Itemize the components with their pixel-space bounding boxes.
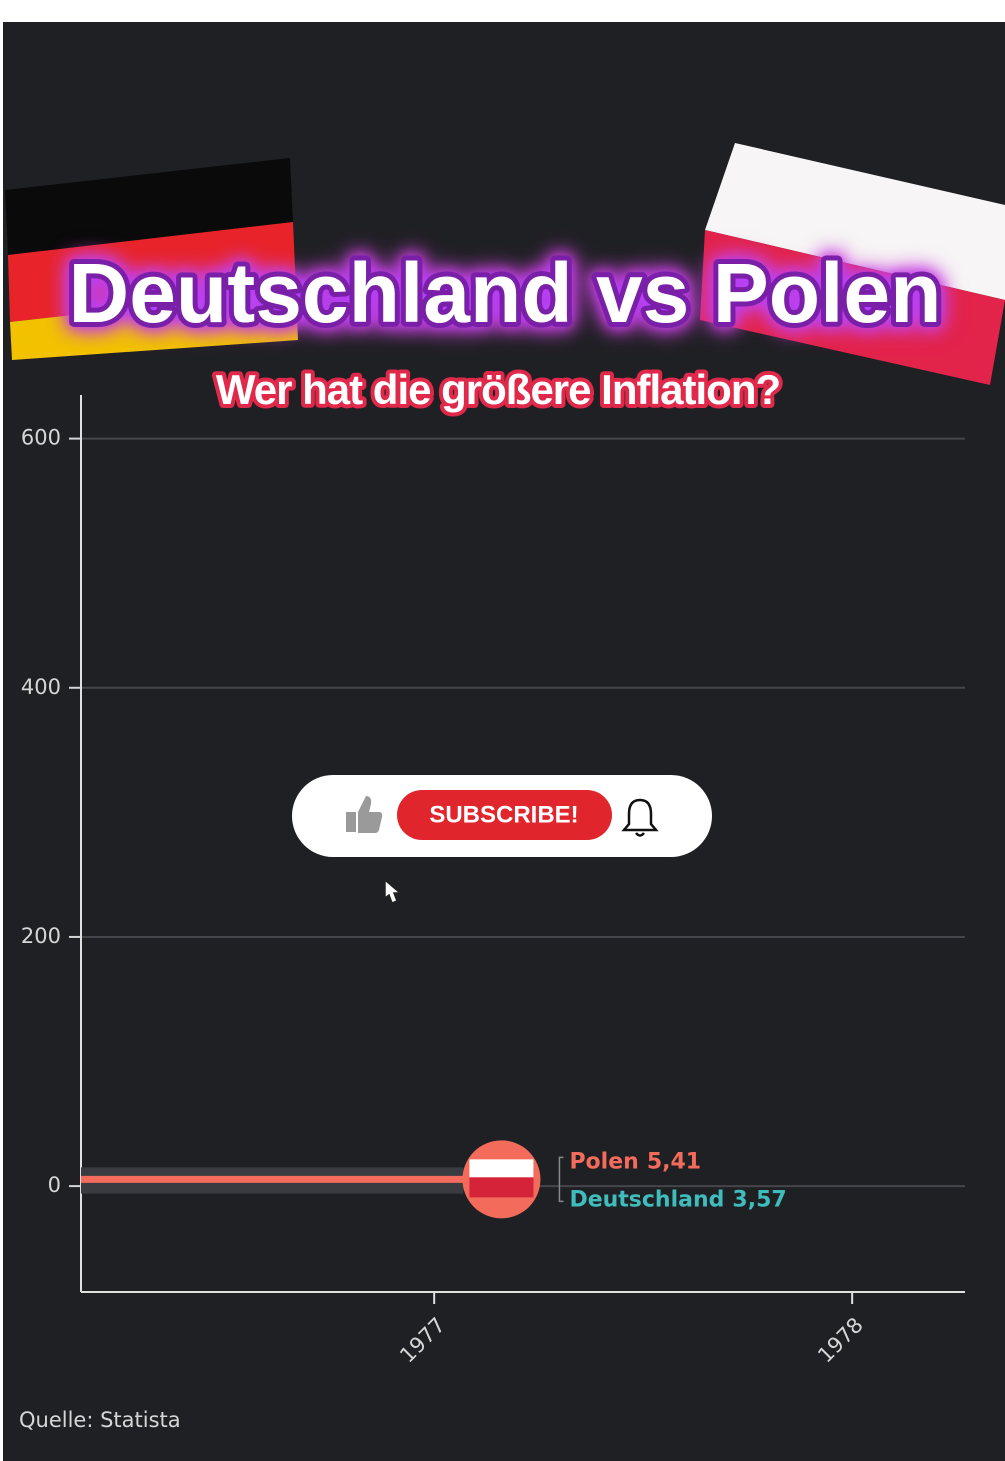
source-note: Quelle: Statista <box>19 1408 181 1432</box>
y-tick-label: 400 <box>21 675 61 699</box>
subscribe-overlay[interactable]: SUBSCRIBE! <box>292 775 712 904</box>
label-bracket <box>558 1156 564 1203</box>
cursor-icon <box>384 878 403 904</box>
badge-white <box>469 1159 534 1178</box>
badge-red <box>469 1177 534 1198</box>
value-label: 5,41 <box>647 1149 701 1174</box>
end-label: Deutschland 3,57 <box>569 1187 786 1212</box>
end-label: Polen 5,41 <box>569 1149 701 1174</box>
series-name: Deutschland <box>569 1187 724 1212</box>
value-label: 3,57 <box>732 1187 786 1212</box>
like-icon[interactable] <box>346 796 383 833</box>
y-tick-label: 600 <box>21 426 61 450</box>
end-badge <box>462 1140 541 1219</box>
poland-flag <box>700 143 1005 385</box>
y-tick-label: 200 <box>21 924 61 948</box>
chart-title: Deutschland vs Polen <box>69 246 942 340</box>
bell-icon[interactable] <box>621 798 659 837</box>
series-name: Polen <box>569 1149 638 1174</box>
chart-subtitle: Wer hat die größere Inflation? <box>216 366 780 413</box>
subscribe-button[interactable] <box>397 790 612 840</box>
germany-flag <box>5 158 298 360</box>
y-tick-label: 0 <box>48 1173 61 1197</box>
subscribe-label: SUBSCRIBE! <box>429 801 578 828</box>
